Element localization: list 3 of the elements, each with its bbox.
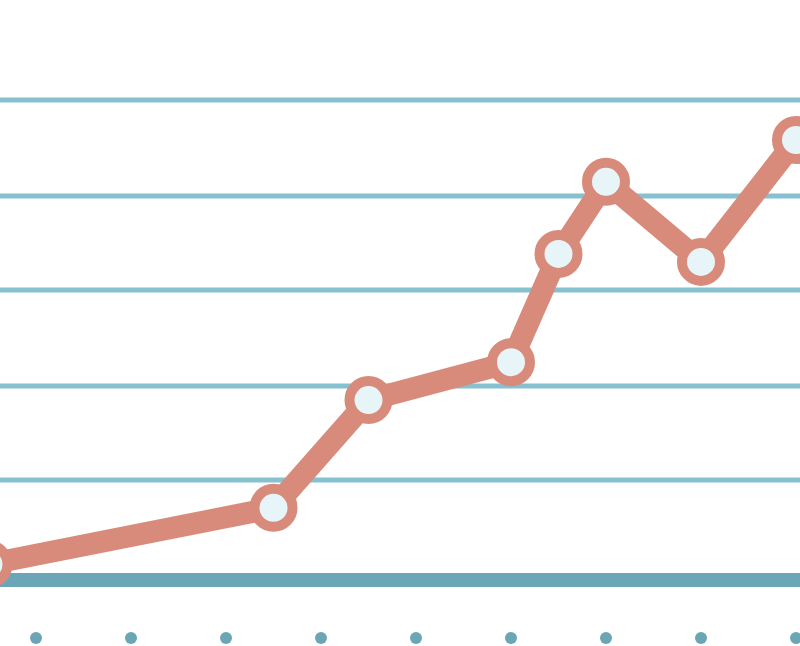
point <box>582 157 630 206</box>
point <box>534 229 583 278</box>
point <box>487 338 535 387</box>
